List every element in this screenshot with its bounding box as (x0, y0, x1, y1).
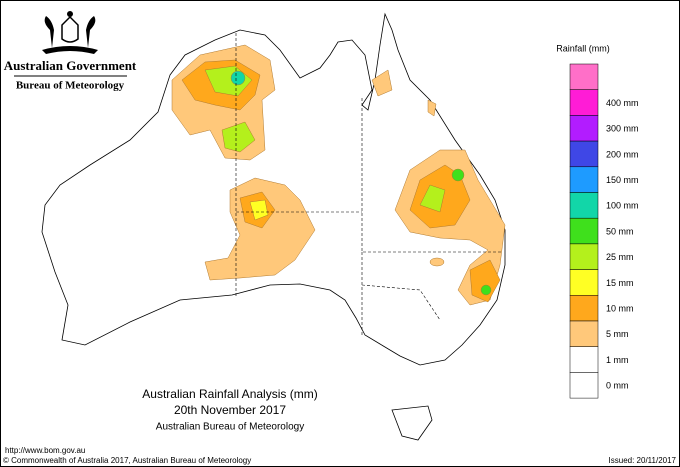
legend-label: 200 mm (606, 149, 639, 159)
bureau: Bureau of Meteorology (16, 80, 125, 92)
legend-label: 15 mm (606, 278, 634, 288)
legend-swatch (569, 320, 599, 347)
title-line2: 20th November 2017 (174, 403, 286, 417)
footer-issued: Issued: 20/11/2017 (609, 456, 677, 465)
footer-url: http://www.bom.gov.au (5, 446, 85, 455)
government: Australian Government (4, 58, 137, 73)
legend-label: 100 mm (606, 201, 639, 211)
legend-label: 50 mm (606, 226, 634, 236)
legend-swatch (569, 89, 599, 116)
legend-label: 1 mm (606, 355, 629, 365)
legend: 400 mm 300 mm 200 mm 150 mm 100 mm 50 mm 25 mm… (569, 63, 639, 399)
legend-label: 10 mm (606, 304, 634, 314)
legend-label: 300 mm (606, 124, 639, 134)
legend-label: 0 mm (606, 381, 629, 391)
legend-label: 150 mm (606, 175, 639, 185)
legend-swatch (569, 243, 599, 270)
legend-label: 400 mm (606, 98, 639, 108)
legend-swatch (569, 115, 599, 142)
footer-copyright: © Commonwealth of Australia 2017, Austra… (3, 456, 251, 465)
legend-swatch (569, 140, 599, 168)
rainfall-areas (171, 44, 506, 306)
legend-swatch (569, 346, 599, 373)
state-borders (235, 33, 503, 335)
legend-label: 25 mm (606, 252, 634, 262)
legend-title: Rainfall (mm) (556, 43, 610, 53)
legend-swatch (569, 295, 599, 322)
title-line3: Australian Bureau of Meteorology (156, 422, 304, 433)
legend-swatch (569, 166, 599, 193)
legend-swatch (569, 372, 599, 399)
legend-swatch (569, 63, 599, 90)
legend-swatch (569, 217, 599, 245)
coat-of-arms (42, 11, 98, 54)
title-line1: Australian Rainfall Analysis (mm) (142, 387, 317, 401)
legend-label: 5 mm (606, 329, 629, 339)
legend-swatch (569, 192, 599, 219)
legend-swatch (569, 269, 599, 296)
